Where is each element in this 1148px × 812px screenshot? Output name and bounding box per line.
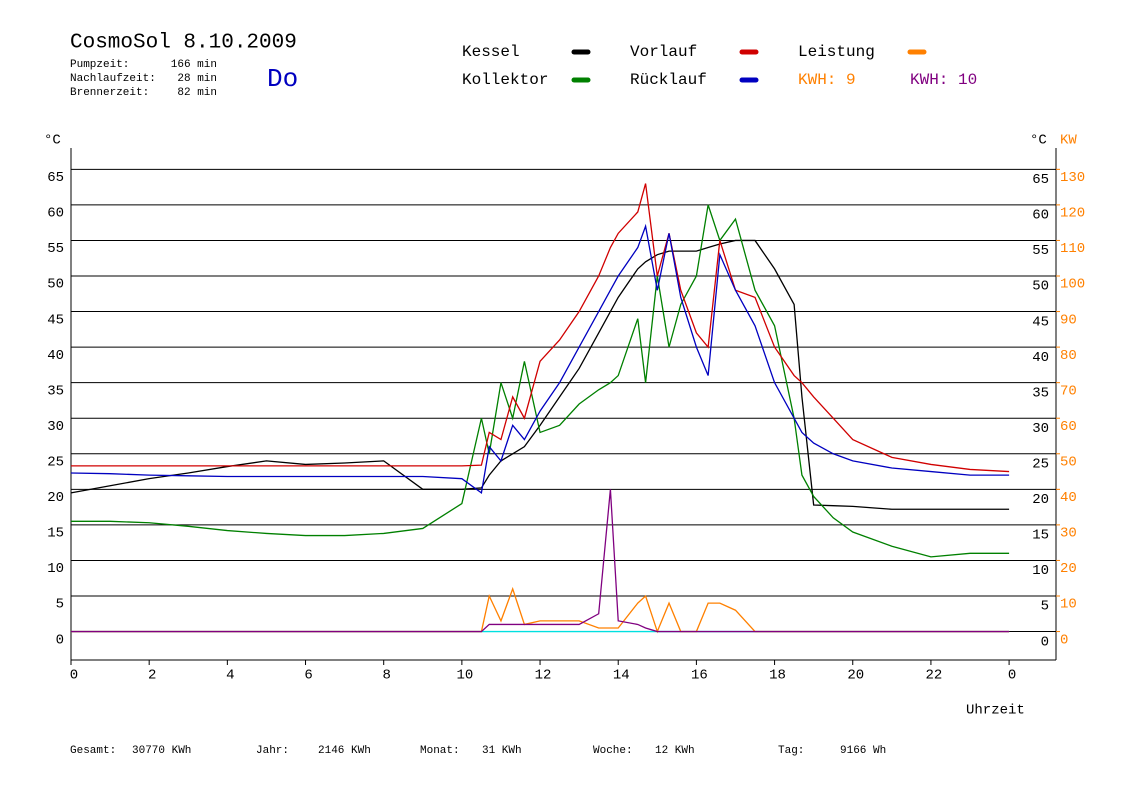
weekday: Do xyxy=(267,64,298,94)
y2-tick-label: 130 xyxy=(1060,170,1085,186)
y2-tick-label: 40 xyxy=(1060,490,1077,506)
x-tick-label: 2 xyxy=(148,668,156,684)
legend-label: Vorlauf xyxy=(630,43,697,61)
x-tick-label: 20 xyxy=(847,668,864,684)
y2-tick-label-celsius: 45 xyxy=(1032,314,1049,330)
y2-tick-label-celsius: 0 xyxy=(1041,634,1049,650)
y-tick-label: 10 xyxy=(47,561,64,577)
y2-tick-label: 100 xyxy=(1060,277,1085,293)
y2-tick-label: 10 xyxy=(1060,597,1077,613)
y2-tick-label-celsius: 40 xyxy=(1032,350,1049,366)
y-tick-label: 20 xyxy=(47,490,64,506)
info-value: 166 min xyxy=(171,59,217,71)
y-tick-label: 50 xyxy=(47,277,64,293)
y-tick-label: 40 xyxy=(47,348,64,364)
legend-label: Rücklauf xyxy=(630,71,707,89)
x-tick-label: 4 xyxy=(226,668,234,684)
footer-label: Tag: xyxy=(778,745,804,757)
footer-value: 31 KWh xyxy=(482,745,522,757)
x-tick-label: 18 xyxy=(769,668,786,684)
y-tick-label: 65 xyxy=(47,170,64,186)
y2-tick-label: 70 xyxy=(1060,383,1077,399)
y2-tick-label: 110 xyxy=(1060,241,1085,257)
y2-tick-label-celsius: 35 xyxy=(1032,385,1049,401)
x-tick-label: 16 xyxy=(691,668,708,684)
y2-tick-label-celsius: 65 xyxy=(1032,172,1049,188)
info-label: Pumpzeit: xyxy=(70,59,129,71)
y-tick-label: 55 xyxy=(47,241,64,257)
legend-label: Leistung xyxy=(798,43,875,61)
x-tick-label: 0 xyxy=(1008,668,1016,684)
y2-tick-label-celsius: 5 xyxy=(1041,599,1049,615)
y2-tick-label: 0 xyxy=(1060,632,1068,648)
legend-label: KWH: 10 xyxy=(910,71,977,89)
y2-tick-label: 20 xyxy=(1060,561,1077,577)
y2-tick-label-celsius: 50 xyxy=(1032,279,1049,295)
y-tick-label: 35 xyxy=(47,383,64,399)
y2-axis-label-unit: °C xyxy=(1030,133,1047,149)
y2-tick-label-celsius: 10 xyxy=(1032,563,1049,579)
info-label: Nachlaufzeit: xyxy=(70,73,156,85)
y2-tick-label-celsius: 25 xyxy=(1032,456,1049,472)
y2-tick-label: 80 xyxy=(1060,348,1077,364)
footer-value: 30770 KWh xyxy=(132,745,191,757)
info-value: 28 min xyxy=(177,73,217,85)
footer-label: Monat: xyxy=(420,745,460,757)
series-line xyxy=(71,489,1010,633)
x-tick-label: 12 xyxy=(535,668,552,684)
y2-axis-label: KW xyxy=(1060,133,1077,149)
series-line xyxy=(70,223,1010,495)
series-line xyxy=(70,239,1010,510)
series-line xyxy=(71,586,1010,634)
y2-tick-label: 50 xyxy=(1060,454,1077,470)
x-tick-label: 22 xyxy=(926,668,943,684)
legend-label: Kessel xyxy=(462,43,520,61)
footer-label: Woche: xyxy=(593,745,633,757)
x-tick-label: 8 xyxy=(382,668,390,684)
info-value: 82 min xyxy=(177,87,217,99)
y-axis-label: °C xyxy=(44,133,61,149)
info-label: Brennerzeit: xyxy=(70,87,149,99)
kwh-label: KWH: 9 xyxy=(798,71,856,89)
y2-tick-label-celsius: 20 xyxy=(1032,492,1049,508)
x-tick-label: 6 xyxy=(304,668,312,684)
footer-label: Gesamt: xyxy=(70,745,116,757)
y-tick-label: 5 xyxy=(56,597,64,613)
x-tick-label: 10 xyxy=(456,668,473,684)
y2-tick-label: 120 xyxy=(1060,206,1085,222)
legend-label: Kollektor xyxy=(462,71,548,89)
y-tick-label: 25 xyxy=(47,454,64,470)
y2-tick-label: 30 xyxy=(1060,526,1077,542)
chart-title: CosmoSol 8.10.2009 xyxy=(70,32,297,55)
x-tick-label: 0 xyxy=(70,668,78,684)
y-tick-label: 0 xyxy=(56,632,64,648)
y-tick-label: 30 xyxy=(47,419,64,435)
footer-value: 9166 Wh xyxy=(840,745,886,757)
footer-value: 2146 KWh xyxy=(318,745,371,757)
y2-tick-label-celsius: 60 xyxy=(1032,208,1049,224)
footer-label: Jahr: xyxy=(256,745,289,757)
series-line xyxy=(71,183,1010,473)
y-tick-label: 45 xyxy=(47,312,64,328)
series-line xyxy=(71,204,1010,558)
y2-tick-label: 90 xyxy=(1060,312,1077,328)
y-tick-label: 15 xyxy=(47,526,64,542)
footer-value: 12 KWh xyxy=(655,745,695,757)
y2-tick-label-celsius: 30 xyxy=(1032,421,1049,437)
x-tick-label: 14 xyxy=(613,668,630,684)
y2-tick-label-celsius: 15 xyxy=(1032,528,1049,544)
y2-tick-label: 60 xyxy=(1060,419,1077,435)
x-axis-label: Uhrzeit xyxy=(966,703,1025,719)
y-tick-label: 60 xyxy=(47,206,64,222)
y2-tick-label-celsius: 55 xyxy=(1032,243,1049,259)
